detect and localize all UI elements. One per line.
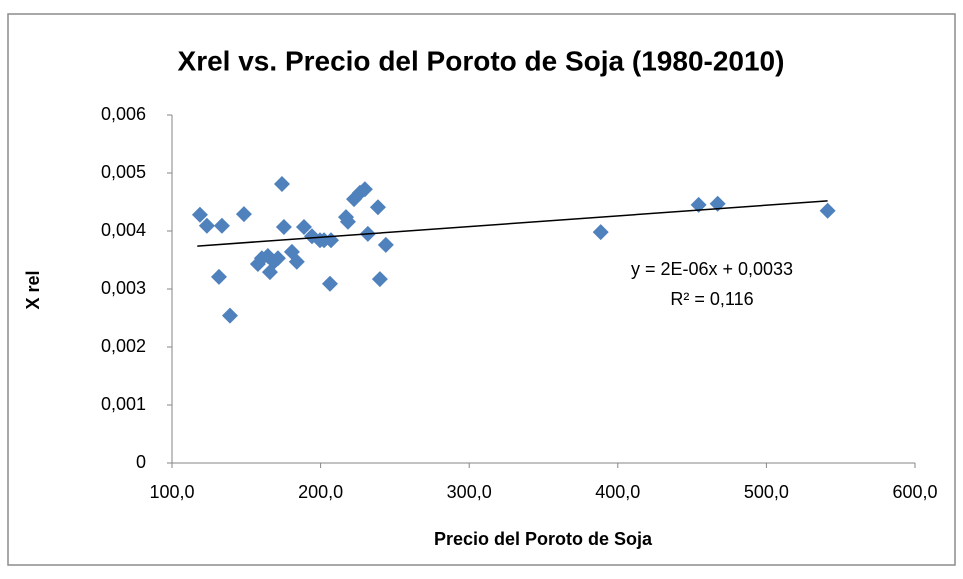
point xyxy=(210,268,227,285)
point xyxy=(198,217,215,234)
y-tick-label: 0,003 xyxy=(101,278,146,298)
point xyxy=(235,206,252,223)
point xyxy=(356,181,373,198)
point xyxy=(371,271,388,288)
point xyxy=(273,176,290,193)
x-tick-label: 500,0 xyxy=(744,482,789,502)
point xyxy=(191,206,208,223)
point xyxy=(221,307,238,324)
point xyxy=(592,224,609,241)
point xyxy=(690,196,707,213)
point xyxy=(321,275,338,292)
y-tick-label: 0,001 xyxy=(101,394,146,414)
y-tick-label: 0,005 xyxy=(101,162,146,182)
y-tick-label: 0,002 xyxy=(101,336,146,356)
x-tick-label: 400,0 xyxy=(595,482,640,502)
trendline xyxy=(197,200,828,247)
point xyxy=(819,202,836,219)
y-tick-label: 0 xyxy=(136,452,146,472)
chart-title: Xrel vs. Precio del Poroto de Soja (1980… xyxy=(178,45,785,76)
x-tick-label: 300,0 xyxy=(447,482,492,502)
point xyxy=(253,250,270,267)
r-squared: R² = 0,116 xyxy=(670,289,753,309)
x-tick-label: 600,0 xyxy=(892,482,937,502)
equation: y = 2E-06x + 0,0033 xyxy=(631,259,793,279)
chart-border xyxy=(7,13,956,566)
x-tick-label: 100,0 xyxy=(149,482,194,502)
y-tick-label: 0,006 xyxy=(101,104,146,124)
point xyxy=(339,213,356,230)
x-tick-label: 200,0 xyxy=(298,482,343,502)
x-axis-label: Precio del Poroto de Soja xyxy=(434,529,653,549)
point xyxy=(377,236,394,253)
y-axis-label: X rel xyxy=(23,270,43,309)
point xyxy=(295,218,312,235)
point xyxy=(288,253,305,270)
point xyxy=(269,250,286,267)
point xyxy=(275,218,292,235)
point xyxy=(369,199,386,216)
point xyxy=(213,217,230,234)
y-tick-label: 0,004 xyxy=(101,220,146,240)
